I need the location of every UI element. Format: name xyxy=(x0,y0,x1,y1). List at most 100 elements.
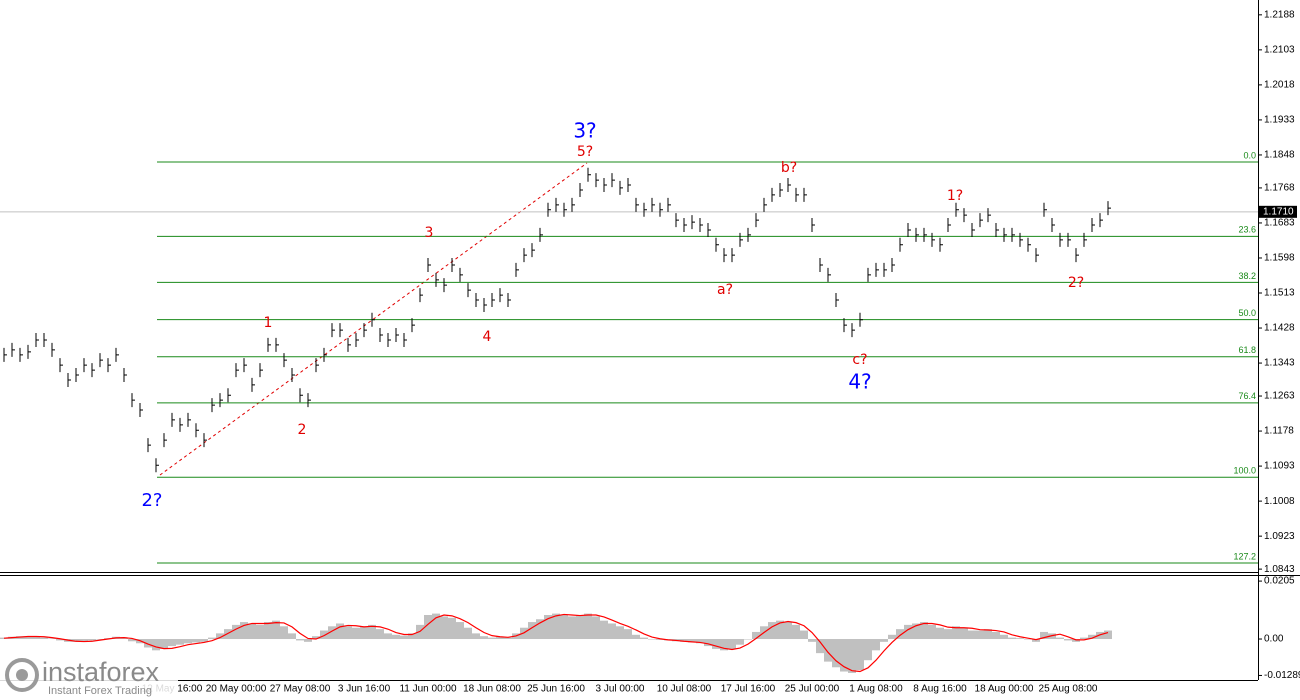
price-bar xyxy=(467,283,471,298)
price-bar xyxy=(387,332,391,347)
price-bar xyxy=(1075,248,1079,263)
histogram-bar xyxy=(1056,637,1064,640)
x-tick-label: 1 Aug 08:00 xyxy=(849,684,903,695)
histogram-bar xyxy=(816,639,824,654)
price-bar xyxy=(635,197,639,212)
histogram-bar xyxy=(696,639,704,644)
wave-label: 4? xyxy=(848,370,871,394)
y-tick-label: 1.1933 xyxy=(1264,115,1295,126)
y-tick-label: 1.2018 xyxy=(1264,80,1295,91)
x-tick-label: 3 Jul 00:00 xyxy=(596,684,645,695)
histogram-bar xyxy=(48,638,56,640)
price-bar xyxy=(835,293,839,308)
histogram-bar xyxy=(824,639,832,662)
x-tick-label: 10 Jul 08:00 xyxy=(657,684,712,695)
price-bar xyxy=(683,218,687,233)
price-bar xyxy=(843,318,847,333)
brand: instaforex xyxy=(42,657,160,687)
histogram-bar xyxy=(128,639,136,642)
price-bar xyxy=(163,433,167,448)
wave-label: 4 xyxy=(483,329,492,345)
price-bar xyxy=(355,332,359,347)
histogram-bar xyxy=(632,634,640,640)
y-tick-label: 1.0923 xyxy=(1264,531,1295,542)
histogram-bar xyxy=(912,623,920,640)
histogram-bar xyxy=(272,620,280,640)
trend-line xyxy=(159,162,588,476)
histogram-bar xyxy=(184,639,192,644)
histogram-bar xyxy=(1096,631,1104,640)
price-bar xyxy=(99,353,103,368)
histogram-bar xyxy=(936,627,944,640)
price-bar xyxy=(891,257,895,272)
histogram-bar xyxy=(656,639,664,640)
price-bar xyxy=(1019,232,1023,247)
price-bar xyxy=(611,173,615,188)
price-bar xyxy=(323,347,327,362)
price-bar xyxy=(235,363,239,378)
price-bar xyxy=(459,267,463,282)
price-bar xyxy=(851,323,855,338)
price-bar xyxy=(795,187,799,202)
histogram-bar xyxy=(488,637,496,640)
histogram-bar xyxy=(616,626,624,640)
price-bar xyxy=(899,237,903,252)
price-bar xyxy=(819,257,823,272)
price-bar xyxy=(19,347,23,362)
y-tick-label: -0.01289 xyxy=(1264,670,1300,681)
histogram-bar xyxy=(208,637,216,640)
price-bar xyxy=(435,272,439,287)
histogram-bar xyxy=(464,627,472,640)
histogram-bar xyxy=(176,639,184,645)
histogram-bar xyxy=(728,639,736,649)
price-bar xyxy=(667,197,671,212)
price-bar xyxy=(907,222,911,237)
histogram-bar xyxy=(232,624,240,640)
price-bar xyxy=(971,222,975,237)
logo-icon xyxy=(16,669,28,681)
histogram-bar xyxy=(152,639,160,651)
price-bar xyxy=(939,237,943,252)
histogram-bar xyxy=(888,634,896,640)
price-bar xyxy=(603,178,607,193)
price-bar xyxy=(651,197,655,212)
histogram-bar xyxy=(560,615,568,640)
price-bar xyxy=(203,433,207,448)
histogram-bar xyxy=(328,626,336,640)
histogram-bar xyxy=(592,616,600,640)
price-bar xyxy=(1043,202,1047,217)
histogram-bar xyxy=(848,639,856,673)
histogram-bar xyxy=(384,633,392,640)
histogram-bar xyxy=(736,639,744,645)
price-bar xyxy=(787,178,791,193)
wave-label: 2 xyxy=(298,422,307,438)
histogram-bar xyxy=(424,615,432,640)
histogram-bar xyxy=(920,622,928,640)
histogram-bar xyxy=(320,630,328,640)
price-bar xyxy=(107,358,111,373)
y-tick-label: 1.1343 xyxy=(1264,358,1295,369)
price-bar xyxy=(283,353,287,368)
y-tick-label: 1.1683 xyxy=(1264,218,1295,229)
price-bar xyxy=(155,458,159,473)
price-bar xyxy=(1099,213,1103,228)
price-bar xyxy=(539,227,543,242)
price-bar xyxy=(923,227,927,242)
current-price-label: 1.1710 xyxy=(1263,206,1294,217)
price-bar xyxy=(227,388,231,403)
price-bar xyxy=(259,363,263,378)
histogram-bar xyxy=(832,639,840,668)
histogram-bar xyxy=(336,623,344,640)
price-bar xyxy=(531,243,535,258)
y-tick-label: 1.2103 xyxy=(1264,45,1295,56)
histogram-bar xyxy=(1016,638,1024,640)
price-bar xyxy=(755,213,759,228)
price-bar xyxy=(547,202,551,217)
price-bar xyxy=(251,377,255,392)
price-bar xyxy=(115,347,119,362)
price-bar xyxy=(915,227,919,242)
histogram-bar xyxy=(304,639,312,642)
price-bar xyxy=(395,328,399,343)
histogram-bar xyxy=(248,623,256,640)
